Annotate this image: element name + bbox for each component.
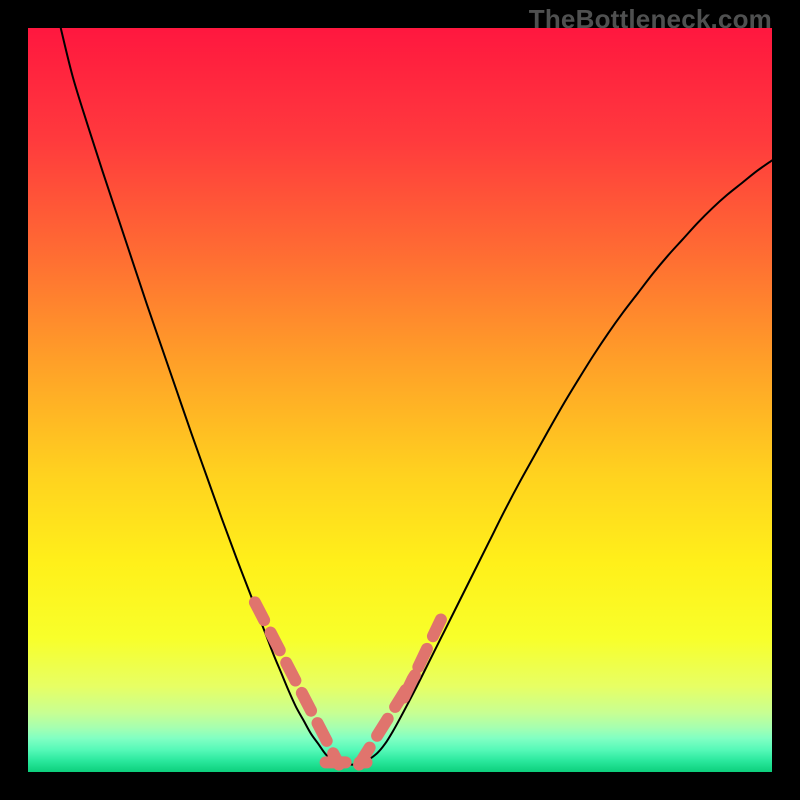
chart-frame: TheBottleneck.com: [0, 0, 800, 800]
v-curve: [61, 28, 772, 765]
dash-overlay-group: [255, 602, 441, 764]
watermark-text: TheBottleneck.com: [529, 4, 772, 35]
chart-svg: [28, 28, 772, 772]
plot-area: [28, 28, 772, 772]
dash-segment: [404, 619, 441, 697]
dash-segment: [255, 602, 339, 764]
